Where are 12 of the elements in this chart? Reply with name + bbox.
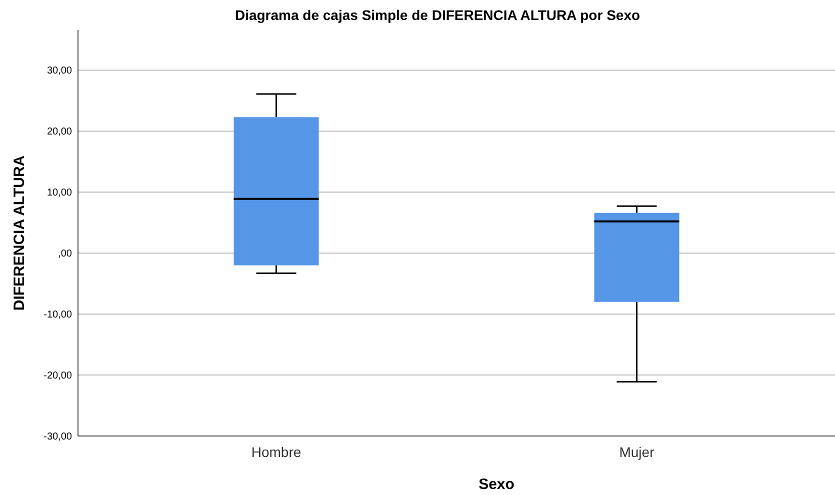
y-tick-label: 20,00 — [46, 126, 72, 138]
chart-title: Diagrama de cajas Simple de DIFERENCIA ALTURA por Sexo — [234, 7, 640, 23]
y-tick-label: -30,00 — [44, 432, 72, 442]
x-axis-title: Sexo — [478, 476, 514, 493]
x-tick-label: Hombre — [251, 444, 302, 460]
y-tick-label: 10,00 — [46, 188, 72, 199]
y-tick-label: -20,00 — [44, 370, 72, 382]
y-tick-label: -10,00 — [44, 310, 72, 321]
x-tick-label: Mujer — [619, 444, 655, 460]
y-tick-label: 30,00 — [46, 66, 72, 77]
y-axis-title: DIFERENCIA ALTURA — [11, 155, 28, 311]
y-tick-label: ,00 — [58, 248, 72, 260]
